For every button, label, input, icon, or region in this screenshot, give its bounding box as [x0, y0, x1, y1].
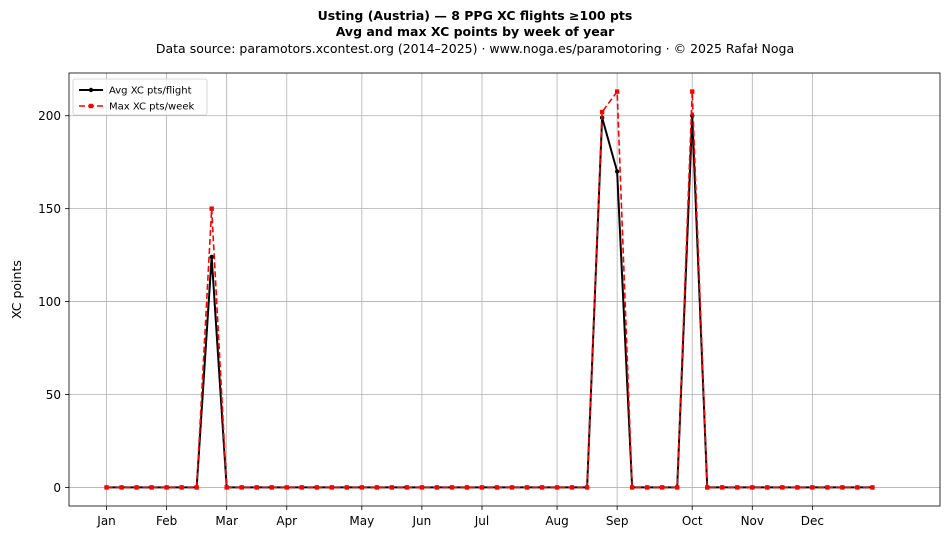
series-2-point: [810, 485, 815, 490]
series-2-point: [870, 485, 875, 490]
series-2-point: [479, 485, 485, 490]
legend: Avg XC pts/flight Max XC pts/week: [72, 78, 208, 116]
series-2-point: [269, 485, 274, 490]
series-2-point: [690, 89, 695, 94]
series-1-point: [209, 254, 214, 260]
series-2-point: [569, 485, 575, 490]
series-2-point: [119, 485, 124, 490]
series-2-point: [855, 485, 860, 490]
series-2-point: [659, 485, 665, 490]
series-2-point: [644, 485, 650, 490]
title-block: Usting (Austria) — 8 PPG XC flights ≥100…: [0, 8, 950, 57]
chart-title-line1: Usting (Austria) — 8 PPG XC flights ≥100…: [317, 8, 633, 23]
series-2-point: [359, 485, 365, 490]
series-2-point: [284, 485, 289, 490]
series-2-point: [104, 485, 109, 490]
y-axis-label: XC points: [9, 260, 24, 319]
series-2-point: [194, 485, 199, 490]
series-line-2: [106, 90, 873, 489]
x-tick-label: Oct: [682, 514, 703, 528]
y-tick-label: 100: [38, 295, 61, 309]
series-2-point: [209, 206, 214, 211]
x-tick-label: May: [349, 514, 374, 528]
series-2-point: [179, 485, 184, 490]
series-2-point: [314, 485, 319, 490]
y-tick-label: 150: [38, 202, 61, 216]
x-tick-label: Feb: [156, 514, 177, 528]
series-1-point: [614, 169, 620, 174]
x-tick-label: Nov: [741, 514, 764, 528]
legend-swatch-marker: [88, 103, 94, 109]
series-2-point: [299, 485, 304, 490]
y-tick-label: 50: [46, 388, 61, 402]
series-2-point: [539, 485, 545, 490]
series-2-point: [404, 485, 410, 490]
series-2-point: [705, 485, 710, 490]
x-tick-label: Jan: [96, 514, 116, 528]
series-2-point: [254, 485, 259, 490]
x-tick-label: Sep: [606, 514, 629, 528]
x-tick-label: Apr: [276, 514, 297, 528]
series-2-point: [224, 485, 229, 490]
y-tick-label: 200: [38, 109, 61, 123]
series-2-point: [329, 485, 335, 490]
series-2-point: [149, 485, 154, 490]
x-tick-label: Jul: [474, 514, 489, 528]
series-2-point: [750, 485, 755, 490]
series-2-point: [780, 485, 785, 490]
series-2-point: [344, 485, 350, 490]
x-tick-label: Aug: [545, 514, 568, 528]
axes: Jan Feb Mar Apr May Jun Jul Aug Sep Oct Nov Dec 0 50 1…: [9, 72, 941, 528]
series-2-point: [134, 485, 139, 490]
series-2-point: [599, 109, 605, 115]
plot-frame: [68, 72, 941, 507]
series-2-point: [840, 485, 845, 490]
series-2-point: [239, 485, 244, 490]
series-layer: [104, 89, 875, 490]
series-2-point: [164, 485, 169, 490]
series-2-point: [464, 485, 470, 490]
series-2-point: [825, 485, 830, 490]
series-2-point: [720, 485, 725, 490]
series-2-point: [374, 485, 380, 490]
chart-title-line2: Avg and max XC points by week of year: [335, 24, 615, 39]
series-2-point: [614, 89, 620, 94]
series-2-point: [554, 485, 560, 490]
chart-subtitle: Data source: paramotors.xcontest.org (20…: [155, 41, 795, 56]
series-2-point: [524, 485, 530, 490]
series-2-point: [389, 485, 395, 490]
series-2-point: [765, 485, 770, 490]
series-2-point: [494, 485, 500, 490]
series-2-point: [674, 485, 680, 490]
x-tick-label: Dec: [801, 514, 824, 528]
series-2-point: [629, 485, 635, 490]
series-2-point: [449, 485, 455, 490]
y-tick-label: 0: [53, 481, 61, 495]
series-2-point: [584, 485, 590, 490]
legend-box: [72, 78, 208, 116]
x-tick-label: Jun: [412, 514, 432, 528]
series-2-point: [735, 485, 740, 490]
series-2-point: [795, 485, 800, 490]
legend-swatch-marker: [88, 87, 94, 93]
legend-entry-label: Max XC pts/week: [109, 102, 194, 113]
series-2-point: [509, 485, 515, 490]
legend-entry-label: Avg XC pts/flight: [109, 86, 192, 97]
series-2-point: [419, 485, 425, 490]
series-2-point: [434, 485, 440, 490]
x-tick-label: Mar: [215, 514, 238, 528]
